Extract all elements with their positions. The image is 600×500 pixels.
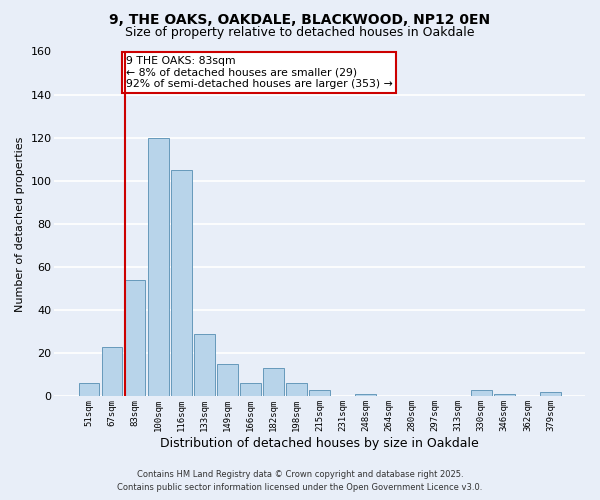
Bar [171, 170, 191, 396]
Bar [148, 138, 169, 396]
Text: 9 THE OAKS: 83sqm
← 8% of detached houses are smaller (29)
92% of semi-detached : 9 THE OAKS: 83sqm ← 8% of detached house… [126, 56, 392, 89]
Text: Contains HM Land Registry data © Crown copyright and database right 2025.
Contai: Contains HM Land Registry data © Crown c… [118, 470, 482, 492]
Bar [263, 368, 284, 396]
Bar [217, 364, 238, 396]
Bar [286, 384, 307, 396]
Bar [125, 280, 145, 396]
Bar [540, 392, 561, 396]
Bar [240, 384, 261, 396]
Bar [79, 384, 100, 396]
X-axis label: Distribution of detached houses by size in Oakdale: Distribution of detached houses by size … [160, 437, 479, 450]
Text: 9, THE OAKS, OAKDALE, BLACKWOOD, NP12 0EN: 9, THE OAKS, OAKDALE, BLACKWOOD, NP12 0E… [109, 12, 491, 26]
Bar [101, 347, 122, 397]
Bar [194, 334, 215, 396]
Y-axis label: Number of detached properties: Number of detached properties [15, 136, 25, 312]
Bar [310, 390, 330, 396]
Text: Size of property relative to detached houses in Oakdale: Size of property relative to detached ho… [125, 26, 475, 39]
Bar [355, 394, 376, 396]
Bar [471, 390, 491, 396]
Bar [494, 394, 515, 396]
